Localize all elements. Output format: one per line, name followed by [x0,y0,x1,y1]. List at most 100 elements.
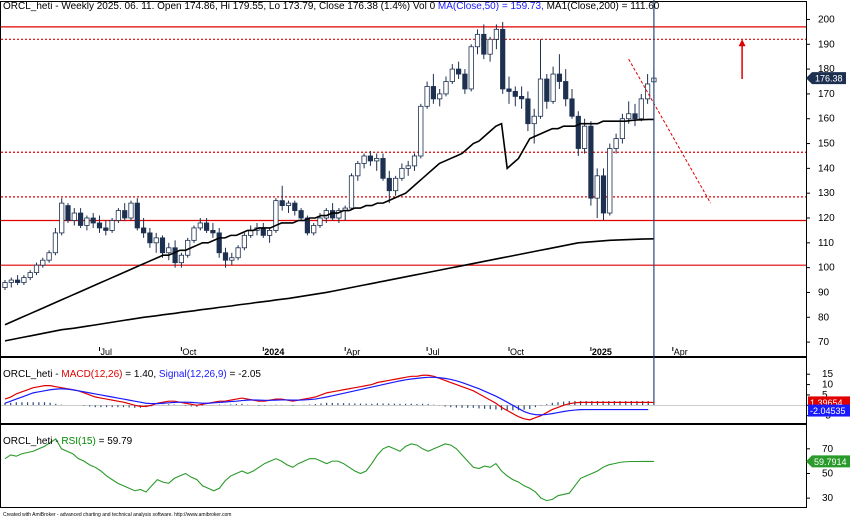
candle-up [109,220,115,231]
price-y-tick-label: 90 [818,287,830,298]
macd-value: = 1.40, [122,369,159,380]
price-pane-header: ORCL_heti - Weekly 2025. 06. 11. Open 17… [3,1,659,12]
ma50-label: MA(Close,50) = 159.73, [437,1,547,12]
macd-last-label: 1.39654 [810,398,843,408]
rsi-y-tick-label: 30 [822,493,834,504]
candle-up [235,247,241,259]
x-tick-label: 2024 [264,347,284,357]
price-ticker: ORCL_heti [3,1,53,12]
candle-down [481,33,487,55]
candle-up [59,202,65,234]
candle-up [399,167,405,179]
candle-down [380,158,386,179]
candle-down [222,252,229,261]
candle-up [626,113,632,120]
candle-up [424,86,430,107]
price-y-tick-label: 70 [818,337,830,348]
rsi-ticker: ORCL_heti [3,436,53,447]
footer-credit: Created with AmiBroker - advanced charti… [3,512,232,518]
signal-line [4,376,649,416]
candle-down [512,91,518,97]
x-tick-label: Jul [101,347,113,357]
candle-down [147,232,153,244]
price-y-tick-label: 180 [818,64,835,75]
candle-up [8,279,14,283]
candle-down [134,202,140,229]
candle-up [266,230,273,236]
candle-down [563,81,569,100]
candle-up [594,175,600,199]
candle-down [298,210,304,219]
candle-up [191,227,197,241]
candle-down [260,227,266,236]
macd-y-tick-label: 15 [822,369,834,380]
price-y-tick-label: 100 [818,263,835,274]
candle-up [21,277,27,283]
candle-down [462,73,468,90]
last-price-label: 176.38 [815,74,843,84]
macd-line [4,374,654,421]
price-ohlc-text: - Weekly 2025. 06. 11. Open 174.86, Hi 1… [52,1,438,12]
candle-down [203,222,210,231]
rsi-line [4,438,654,502]
candle-up [84,217,90,226]
candle-up [71,212,77,221]
candle-down [575,115,581,149]
price-y-tick-label: 170 [818,89,835,100]
candle-up [317,217,323,226]
candle-up [582,125,588,149]
candle-up [166,247,172,254]
candle-down [96,222,103,229]
price-y-tick-label: 130 [818,188,835,199]
rsi-pane-header: ORCL_heti - RSI(15) = 59.79 [3,436,133,447]
target-arrow-head [738,39,746,47]
candle-down [386,177,392,192]
candle-up [449,68,455,82]
candle-down [556,73,563,82]
macd-y-tick-label: 10 [822,380,834,391]
x-tick-label: Oct [182,347,197,357]
price-y-tick-label: 200 [818,14,835,25]
candle-up [537,78,544,117]
downtrend-line [628,58,712,204]
candle-up [46,252,52,261]
candle-up [374,158,380,162]
ma200-line [4,238,654,342]
candle-up [241,234,247,249]
price-y-tick-label: 110 [818,238,834,249]
signal-last-flag [808,404,850,417]
candle-down [544,78,550,102]
candle-down [455,68,462,75]
price-y-tick-label: 120 [818,213,835,224]
x-tick-label: Apr [346,347,360,357]
candle-up [607,148,613,214]
candle-up [197,222,203,229]
candle-up [361,155,367,164]
candle-up [418,105,424,157]
x-tick-label: 2025 [592,347,612,357]
rsi-y-tick-label: 50 [822,468,834,479]
candle-down [500,28,506,90]
rsi-pane-frame [0,423,807,508]
candle-up [550,73,556,102]
macd-pane-frame [0,357,807,425]
candle-up [27,272,33,278]
candle-down [292,202,298,211]
candle-up [285,202,292,206]
candle-up [355,163,361,177]
candle-down [569,98,575,117]
candle-down [588,125,594,199]
candle-up [619,118,626,139]
x-tick-label: Jul [428,347,440,357]
candle-up [468,46,474,90]
candle-down [140,227,147,234]
rsi-y-tick-label: 70 [822,444,834,455]
candle-up [311,225,317,234]
candle-up [336,210,342,219]
macd-ticker: ORCL_heti [3,369,53,380]
macd-pane-header: ORCL_heti - MACD(12,26) = 1.40, Signal(1… [3,369,261,380]
candle-down [632,113,638,120]
candle-up [2,282,8,288]
candle-down [279,200,285,206]
